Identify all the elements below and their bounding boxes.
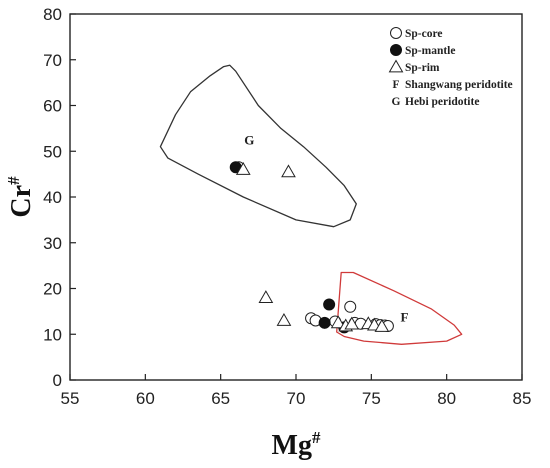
y-tick-label: 60 (43, 97, 62, 116)
data-point-open-triangle (374, 318, 390, 332)
y-tick-label: 30 (43, 234, 62, 253)
data-point-filled-circle (323, 298, 336, 311)
region-outline-G (159, 64, 357, 228)
legend-label: Sp-rim (405, 62, 440, 74)
x-tick-label: 80 (437, 389, 456, 408)
legend-label: Hebi peridotite (405, 96, 479, 108)
data-point-open-triangle (281, 164, 296, 178)
legend-symbol-open-triangle (388, 59, 404, 73)
data-point-open-triangle (330, 315, 346, 329)
y-axis-title: Cr# (4, 176, 37, 218)
legend-symbol-G: G (392, 96, 401, 108)
legend: Sp-core Sp-mantle Sp-rim F Shangwang peridot… (388, 27, 513, 108)
axis-titles: Mg# Cr# (4, 176, 321, 461)
legend-label: Sp-mantle (405, 45, 455, 57)
y-tick-label: 0 (53, 371, 62, 390)
y-tick-label: 20 (43, 280, 62, 299)
field-regions: GF (159, 64, 463, 345)
x-tick-label: 60 (136, 389, 155, 408)
axes: 55 60 65 70 75 80 85 0 10 20 30 40 50 60 70 80 (43, 5, 531, 408)
x-tick-label: 75 (362, 389, 381, 408)
legend-symbol-F: F (392, 79, 399, 91)
x-tick-label: 65 (211, 389, 230, 408)
region-label-F: F (401, 309, 409, 324)
x-tick-label: 70 (287, 389, 306, 408)
y-tick-label: 40 (43, 188, 62, 207)
region-label-G: G (244, 132, 254, 147)
legend-label: Shangwang peridotite (405, 79, 513, 91)
data-point-open-circle (344, 300, 357, 313)
legend-label: Sp-core (405, 28, 442, 40)
data-point-open-triangle (344, 316, 360, 330)
y-tick-label: 70 (43, 51, 62, 70)
data-point-open-triangle (276, 313, 292, 326)
y-tick-label: 80 (43, 5, 62, 24)
data-point-open-triangle (235, 162, 251, 175)
y-tick-label: 50 (43, 142, 62, 161)
x-axis-title: Mg# (272, 428, 321, 461)
data-point-filled-circle (318, 316, 331, 329)
legend-symbol-open-circle (390, 27, 402, 39)
region-outline-F (336, 271, 463, 345)
data-point-open-triangle (258, 290, 274, 304)
legend-symbol-filled-circle (390, 44, 402, 56)
y-tick-label: 10 (43, 325, 62, 344)
data-points (229, 161, 394, 334)
x-tick-label: 55 (61, 389, 80, 408)
x-tick-label: 85 (513, 389, 532, 408)
